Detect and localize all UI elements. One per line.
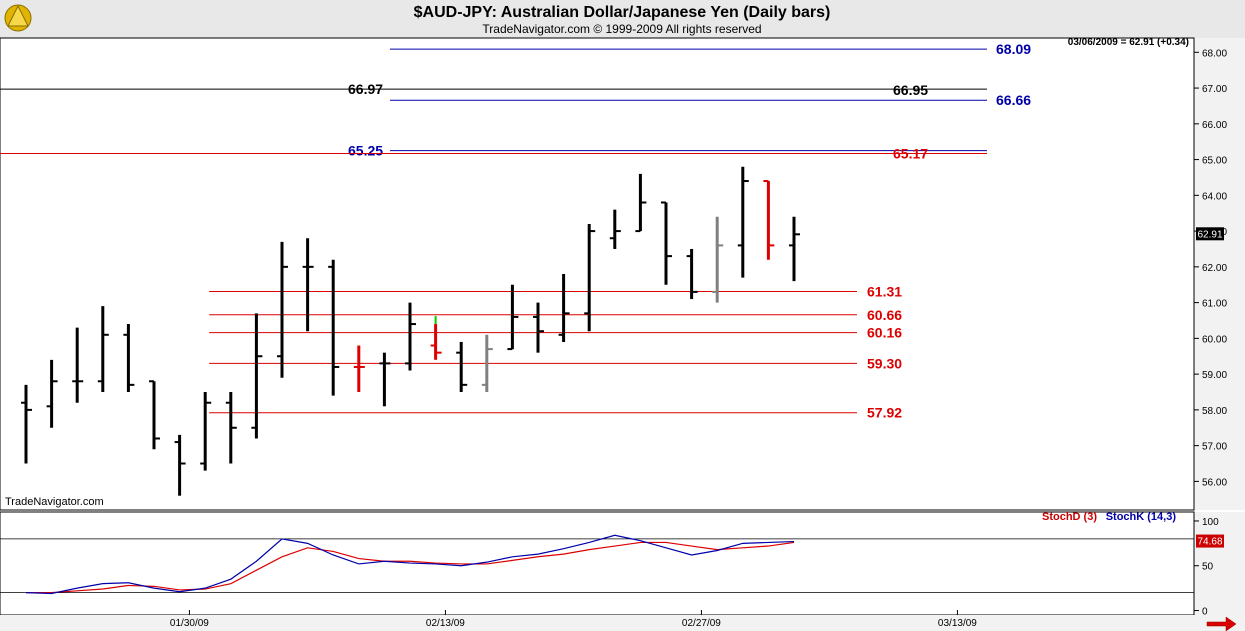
level-label-6: 61.31 bbox=[867, 284, 902, 300]
ohlc-bar-11 bbox=[302, 238, 314, 332]
level-label-1: 66.97 bbox=[348, 81, 383, 97]
stoch-series-0 bbox=[26, 541, 795, 594]
level-label-0: 68.09 bbox=[996, 41, 1031, 57]
ohlc-bar-9 bbox=[251, 313, 263, 439]
ohlc-bar-25 bbox=[661, 201, 672, 285]
stoch-tick-label-2: 100 bbox=[1202, 517, 1219, 528]
price-tick-label-4: 60.00 bbox=[1202, 334, 1227, 345]
logo-icon[interactable] bbox=[4, 4, 32, 32]
stochastic-panel bbox=[0, 511, 1195, 616]
price-tick-label-8: 64.00 bbox=[1202, 191, 1227, 202]
ohlc-bar-22 bbox=[584, 223, 596, 332]
date-tick-label-2: 02/27/09 bbox=[682, 618, 721, 629]
level-label-7: 60.66 bbox=[867, 307, 902, 323]
ohlc-bar-1 bbox=[46, 359, 58, 428]
stoch-tag: 74.68 bbox=[1196, 534, 1224, 548]
ohlc-bar-13 bbox=[353, 345, 365, 392]
ohlc-bar-29 bbox=[763, 180, 775, 260]
stochastic-axis-area bbox=[1194, 512, 1245, 615]
svg-text:62.91: 62.91 bbox=[1197, 229, 1222, 240]
date-axis-area bbox=[0, 615, 1245, 631]
ohlc-bar-6 bbox=[174, 434, 186, 496]
ohlc-bar-7 bbox=[200, 392, 212, 471]
date-tick-label-3: 03/13/09 bbox=[938, 618, 977, 629]
ohlc-bar-0 bbox=[21, 384, 32, 464]
legend-stochd: StochD (3) bbox=[1042, 511, 1097, 523]
price-tick-label-9: 65.00 bbox=[1202, 156, 1227, 167]
ohlc-bar-17 bbox=[456, 341, 468, 392]
ohlc-bar-30 bbox=[789, 216, 800, 282]
last-quote: 03/06/2009 = 62.91 (+0.34) bbox=[1068, 37, 1189, 48]
svg-text:74.68: 74.68 bbox=[1197, 537, 1222, 548]
level-label-2: 66.95 bbox=[893, 82, 928, 98]
ohlc-bar-8 bbox=[225, 392, 237, 464]
level-label-4: 65.25 bbox=[348, 143, 383, 159]
date-tick-label-0: 01/30/09 bbox=[170, 618, 209, 629]
level-label-8: 60.16 bbox=[867, 325, 902, 341]
ohlc-bar-27 bbox=[712, 216, 724, 303]
price-tick-label-3: 59.00 bbox=[1202, 370, 1227, 381]
price-tick-label-6: 62.00 bbox=[1202, 263, 1227, 274]
ohlc-bar-20 bbox=[533, 302, 544, 353]
ohlc-bar-18 bbox=[481, 334, 493, 392]
price-tick-label-1: 57.00 bbox=[1202, 442, 1227, 453]
ohlc-bar-10 bbox=[277, 241, 288, 378]
ohlc-bar-14 bbox=[379, 352, 391, 407]
stoch-series-1 bbox=[25, 534, 795, 595]
ohlc-bar-2 bbox=[72, 327, 84, 403]
level-label-10: 57.92 bbox=[867, 405, 902, 421]
scroll-right-arrow-icon[interactable] bbox=[1206, 616, 1237, 631]
price-axis-area bbox=[1194, 38, 1245, 510]
ohlc-bar-3 bbox=[97, 306, 109, 392]
ohlc-bar-28 bbox=[737, 166, 749, 278]
level-label-3: 66.66 bbox=[996, 92, 1031, 108]
watermark: TradeNavigator.com bbox=[5, 496, 104, 508]
ohlc-bar-24 bbox=[635, 173, 647, 233]
price-tick-label-12: 68.00 bbox=[1202, 48, 1227, 59]
price-tick-label-11: 67.00 bbox=[1202, 84, 1227, 95]
ohlc-bar-16 bbox=[430, 324, 442, 360]
ohlc-bar-19 bbox=[507, 284, 519, 351]
price-tick-label-10: 66.00 bbox=[1202, 120, 1227, 131]
ohlc-bar-15 bbox=[405, 302, 416, 371]
chart-title: $AUD-JPY: Australian Dollar/Japanese Yen… bbox=[414, 4, 831, 21]
date-tick-label-1: 02/13/09 bbox=[426, 618, 465, 629]
ohlc-bar-12 bbox=[328, 259, 340, 396]
level-label-9: 59.30 bbox=[867, 355, 902, 371]
legend-stochk: StochK (14,3) bbox=[1106, 511, 1177, 523]
ohlc-bar-23 bbox=[609, 209, 621, 249]
price-tick-label-0: 56.00 bbox=[1202, 477, 1227, 488]
ohlc-bar-4 bbox=[123, 324, 135, 392]
stoch-tick-label-1: 50 bbox=[1202, 562, 1214, 573]
level-label-5: 65.17 bbox=[893, 145, 928, 161]
stoch-tick-label-0: 0 bbox=[1202, 607, 1208, 618]
header-bar bbox=[0, 0, 1245, 38]
ohlc-bar-26 bbox=[686, 248, 698, 300]
price-tick-label-5: 61.00 bbox=[1202, 299, 1227, 310]
price-tag: 62.91 bbox=[1196, 227, 1224, 241]
price-tick-label-2: 58.00 bbox=[1202, 406, 1227, 417]
chart-subtitle: TradeNavigator.com © 1999-2009 All right… bbox=[482, 22, 761, 36]
ohlc-bar-5 bbox=[149, 380, 160, 450]
ohlc-bar-21 bbox=[558, 274, 570, 342]
